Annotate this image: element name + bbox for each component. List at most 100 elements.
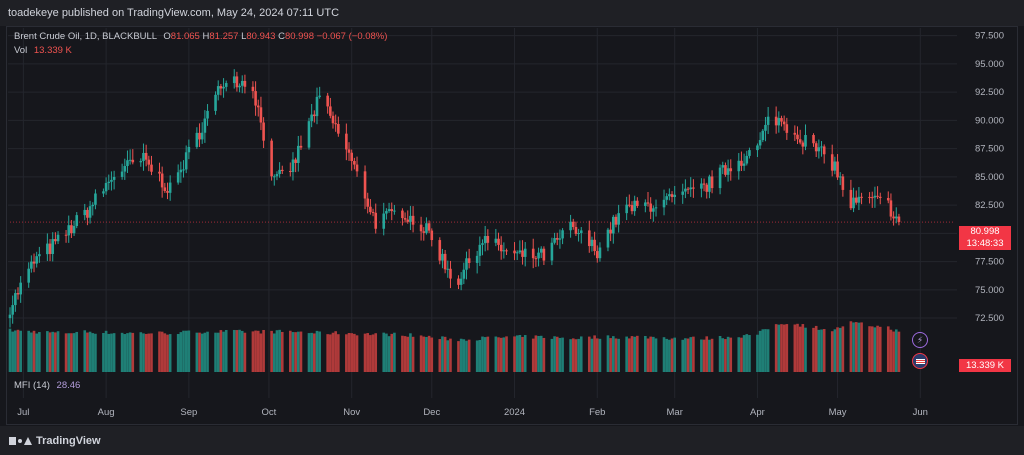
volume-bar <box>374 333 378 372</box>
volume-bar <box>886 326 890 372</box>
volume-bar <box>636 335 639 372</box>
volume-bar <box>38 332 41 372</box>
volume-bar <box>740 337 743 372</box>
candle-body <box>446 268 450 270</box>
volume-bar <box>812 327 815 372</box>
volume-bar <box>497 337 500 372</box>
candle-body <box>107 181 111 183</box>
candle-body <box>326 95 329 107</box>
volume-bar <box>574 339 578 372</box>
volume-bar <box>553 336 556 372</box>
volume-bar <box>88 331 92 372</box>
open-value: 81.065 <box>170 31 200 42</box>
candle-body <box>553 238 556 243</box>
volume-bar <box>606 335 610 372</box>
volume-bar <box>278 329 281 372</box>
volume-bar <box>347 332 351 372</box>
candle-body <box>833 161 837 171</box>
candle-body <box>35 256 38 264</box>
volume-bar <box>457 341 460 372</box>
candle-body <box>262 122 265 141</box>
volume-bar <box>297 331 300 372</box>
y-tick-label: 92.500 <box>975 87 1004 98</box>
lightning-icon[interactable]: ⚡ <box>912 332 928 348</box>
candle-body <box>203 118 207 133</box>
candle-body <box>355 164 359 172</box>
volume-bar <box>30 332 33 372</box>
candle-body <box>48 243 52 254</box>
volume-bar <box>820 329 823 372</box>
volume-bar <box>206 331 209 372</box>
candle-body <box>147 159 151 165</box>
volume-legend[interactable]: Vol 13.339 K <box>14 45 72 56</box>
volume-bar <box>595 338 599 372</box>
volume-bar <box>126 333 129 372</box>
candle-body <box>313 114 316 117</box>
candle-body <box>126 160 129 167</box>
volume-bar <box>318 331 321 372</box>
footer-brand[interactable]: TradingView <box>36 434 101 447</box>
volume-bar <box>72 333 76 372</box>
candle-body <box>692 187 695 189</box>
candle-body <box>272 176 276 178</box>
volume-bar <box>446 340 450 372</box>
candle-body <box>251 86 255 92</box>
candle-body <box>662 199 666 208</box>
volume-bar <box>329 334 332 372</box>
volume-bar <box>441 336 444 372</box>
candle-body <box>868 196 871 198</box>
candle-body <box>75 215 79 226</box>
candle-body <box>558 238 562 240</box>
candle-body <box>275 174 279 177</box>
volume-bar <box>107 333 111 372</box>
volume-bar <box>798 326 802 372</box>
volume-bar <box>692 336 695 372</box>
candle-body <box>628 204 631 206</box>
candle-body <box>176 172 180 183</box>
candle-body <box>542 248 546 261</box>
candle-body <box>219 86 223 89</box>
volume-bar <box>868 326 871 372</box>
candle-body <box>644 202 647 206</box>
volume-bar <box>187 330 191 372</box>
candle-body <box>238 85 241 88</box>
candle-body <box>814 143 818 152</box>
mfi-legend[interactable]: MFI (14) 28.46 <box>14 380 80 391</box>
tradingview-logo-icon[interactable] <box>9 436 32 445</box>
volume-bar <box>35 333 38 372</box>
candle-body <box>812 135 815 144</box>
candle-body <box>206 110 209 119</box>
volume-bar <box>854 322 858 372</box>
volume-bar <box>833 329 837 372</box>
candle-body <box>595 251 599 259</box>
volume-bar <box>729 337 733 372</box>
candle-body <box>555 238 559 240</box>
candle-body <box>331 115 335 124</box>
candle-body <box>345 133 348 150</box>
volume-bar <box>449 338 452 372</box>
candle-body <box>406 219 410 222</box>
candle-body <box>897 216 901 223</box>
volume-bar <box>406 336 410 372</box>
candle-body <box>430 230 434 241</box>
us-flag-icon[interactable] <box>912 353 928 369</box>
volume-bar <box>387 336 391 372</box>
candle-body <box>708 176 711 192</box>
candle-body <box>102 191 105 194</box>
volume-bar <box>438 339 442 372</box>
symbol-legend[interactable]: Brent Crude Oil, 1D, BLACKBULL O81.065 H… <box>14 31 387 42</box>
low-label: L <box>241 31 247 42</box>
candle-body <box>892 216 895 219</box>
volume-bar <box>700 339 703 372</box>
volume-bar <box>782 324 786 372</box>
volume-bar <box>577 338 580 372</box>
volume-bar <box>235 330 239 372</box>
candle-body <box>337 123 340 134</box>
candle-body <box>515 252 519 254</box>
volume-bar <box>110 333 113 372</box>
volume-bar <box>612 336 615 372</box>
candle-body <box>478 244 482 256</box>
volume-bar <box>182 330 185 372</box>
candle-body <box>14 293 17 306</box>
